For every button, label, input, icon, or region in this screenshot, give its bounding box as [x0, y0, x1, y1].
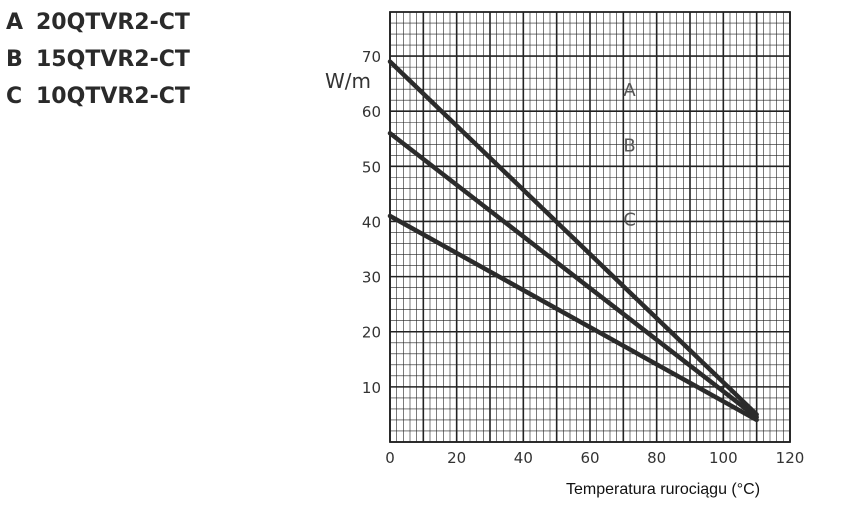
- x-tick-label: 80: [647, 449, 666, 467]
- y-tick-label: 50: [362, 158, 381, 176]
- curve-label-b: B: [623, 135, 635, 156]
- x-tick-label: 40: [514, 449, 533, 467]
- y-tick-label: 20: [362, 324, 381, 342]
- x-tick-label: 120: [776, 449, 805, 467]
- legend-key: C: [6, 84, 23, 109]
- major-grid: [389, 11, 791, 443]
- curve-label-c: C: [623, 210, 636, 231]
- x-tick-label: 100: [709, 449, 738, 467]
- legend-item-c: C 10QTVR2-CT: [6, 78, 190, 115]
- tick-labels: 0 20 40 60 80 100 120 10 20 30 40 50 60 70: [362, 48, 804, 467]
- curve-labels: A B C: [623, 80, 636, 231]
- legend-label: 15QTVR2-CT: [36, 47, 190, 72]
- series-line-c: [387, 213, 759, 423]
- y-tick-label: 30: [362, 269, 381, 287]
- y-tick-label: 40: [362, 213, 381, 231]
- legend-label: 10QTVR2-CT: [36, 84, 190, 109]
- x-tick-label: 0: [385, 449, 395, 467]
- series-line-a: [387, 59, 759, 417]
- x-axis-title: Temperatura rurociągu (°C): [566, 481, 760, 498]
- legend-key: A: [6, 10, 24, 35]
- y-tick-label: 60: [362, 103, 381, 121]
- x-tick-label: 20: [447, 449, 466, 467]
- y-axis-unit: W/m: [325, 69, 371, 93]
- legend-label: 20QTVR2-CT: [36, 10, 190, 35]
- y-tick-label: 10: [362, 379, 381, 397]
- plot-border: [389, 11, 791, 443]
- y-tick-label: 70: [362, 48, 381, 66]
- series-line-b: [387, 131, 759, 420]
- series-lines: [387, 59, 759, 423]
- x-tick-label: 60: [580, 449, 599, 467]
- curve-label-a: A: [623, 80, 636, 101]
- legend-key: B: [6, 47, 23, 72]
- legend: A 20QTVR2-CT B 15QTVR2-CT C 10QTVR2-CT: [6, 4, 190, 115]
- legend-item-a: A 20QTVR2-CT: [6, 4, 190, 41]
- legend-item-b: B 15QTVR2-CT: [6, 41, 190, 78]
